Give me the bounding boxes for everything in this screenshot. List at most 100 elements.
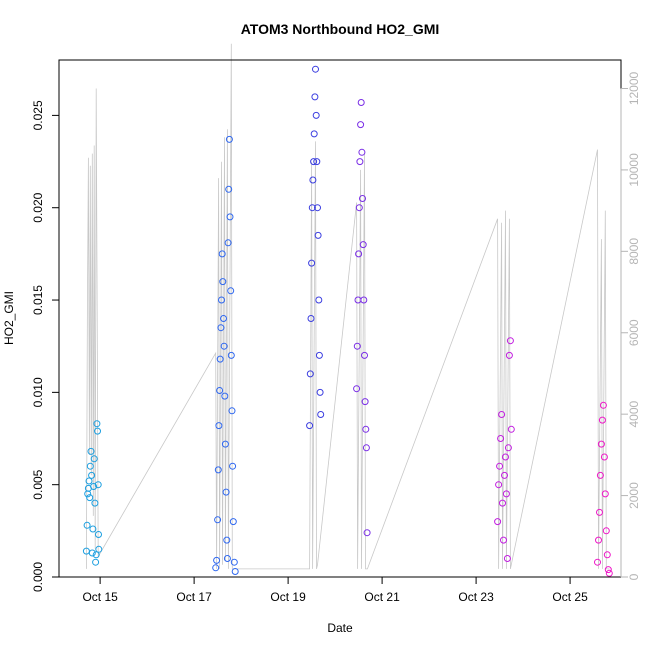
data-point [306, 370, 314, 378]
data-point [231, 568, 239, 575]
data-point [356, 158, 364, 166]
data-point [229, 462, 237, 470]
data-point [230, 558, 238, 566]
data-point [499, 499, 506, 507]
data-point [91, 499, 99, 507]
data-point [315, 296, 323, 304]
data-point [314, 231, 322, 239]
series-4 [353, 99, 371, 537]
data-point [220, 315, 227, 322]
data-point [92, 551, 100, 559]
data-point [309, 176, 317, 184]
data-point [227, 287, 235, 295]
data-point [213, 556, 221, 564]
data-point [312, 111, 320, 119]
data-point [217, 324, 225, 332]
y2-tick-label: 4000 [627, 400, 641, 427]
data-point [311, 93, 319, 101]
data-point [221, 392, 229, 400]
data-point [506, 337, 514, 345]
data-point [220, 342, 228, 350]
data-point [310, 158, 318, 166]
data-point [92, 558, 100, 566]
x-tick-label: Oct 15 [82, 590, 118, 604]
data-point [308, 204, 316, 212]
data-point [223, 536, 231, 544]
x-tick-label: Oct 17 [176, 590, 212, 604]
data-point [215, 422, 223, 430]
data-point [359, 195, 366, 202]
data-point [357, 121, 365, 129]
series-1 [82, 420, 103, 566]
data-point [596, 508, 603, 516]
data-point [355, 250, 363, 258]
data-point [595, 536, 602, 544]
data-point [503, 555, 511, 562]
secondary-series-line [86, 43, 610, 570]
data-point [598, 416, 606, 424]
data-point [353, 342, 361, 350]
y2-tick-label: 6000 [627, 319, 641, 346]
chart-title: ATOM3 Northbound HO2_GMI [241, 21, 440, 37]
data-point [93, 420, 101, 428]
data-point [306, 422, 314, 430]
data-point [605, 569, 613, 577]
data-point [600, 453, 608, 461]
data-point [214, 466, 222, 474]
data-point [353, 385, 361, 393]
data-point [83, 521, 91, 529]
data-point [95, 545, 103, 553]
data-point [316, 388, 324, 396]
data-point [228, 407, 236, 415]
data-point [599, 401, 607, 409]
y-tick-label: 0.000 [31, 562, 45, 592]
data-point [361, 351, 368, 359]
data-point [94, 427, 101, 435]
data-point [360, 296, 368, 304]
data-point [223, 555, 231, 562]
data-point [501, 471, 508, 479]
y-tick-label: 0.010 [31, 377, 45, 407]
secondary-series-layer [86, 43, 610, 570]
data-point [312, 65, 319, 73]
data-point [227, 351, 235, 359]
data-point [497, 435, 505, 442]
data-point [507, 425, 515, 433]
data-point [362, 444, 370, 452]
data-point [597, 440, 605, 448]
data-point [359, 241, 367, 249]
data-point [308, 259, 316, 267]
data-point [314, 204, 321, 212]
y-axis: 0.000 0.005 0.010 0.015 0.020 0.025 [31, 100, 60, 592]
y2-axis: 0 2000 4000 6000 8000 10000 12000 [620, 71, 641, 580]
x-tick-label: Oct 25 [552, 590, 588, 604]
y-tick-label: 0.005 [31, 469, 45, 499]
y2-tick-label: 12000 [627, 71, 641, 105]
data-point [90, 483, 98, 490]
data-point [222, 488, 230, 496]
y-tick-label: 0.025 [31, 100, 45, 130]
data-point [358, 148, 366, 156]
plot-frame [58, 59, 622, 578]
data-point [95, 531, 102, 538]
y-tick-label: 0.020 [31, 192, 45, 222]
x-axis: Oct 15 Oct 17 Oct 19 Oct 21 Oct 23 Oct 25 [82, 576, 588, 604]
data-point [94, 481, 102, 489]
data-point [221, 440, 229, 448]
data-point [357, 99, 365, 106]
data-point [505, 351, 513, 359]
series-3 [306, 65, 325, 430]
data-point [307, 315, 315, 322]
data-point [496, 462, 504, 470]
data-point [354, 296, 362, 304]
y2-tick-label: 0 [627, 573, 641, 580]
data-point [494, 518, 502, 526]
series-6 [594, 401, 613, 577]
data-point [500, 536, 507, 544]
data-point [603, 551, 611, 559]
series-5 [494, 337, 515, 562]
data-point [498, 411, 506, 418]
data-point [90, 455, 98, 463]
data-point [310, 130, 318, 138]
data-point [225, 185, 233, 193]
